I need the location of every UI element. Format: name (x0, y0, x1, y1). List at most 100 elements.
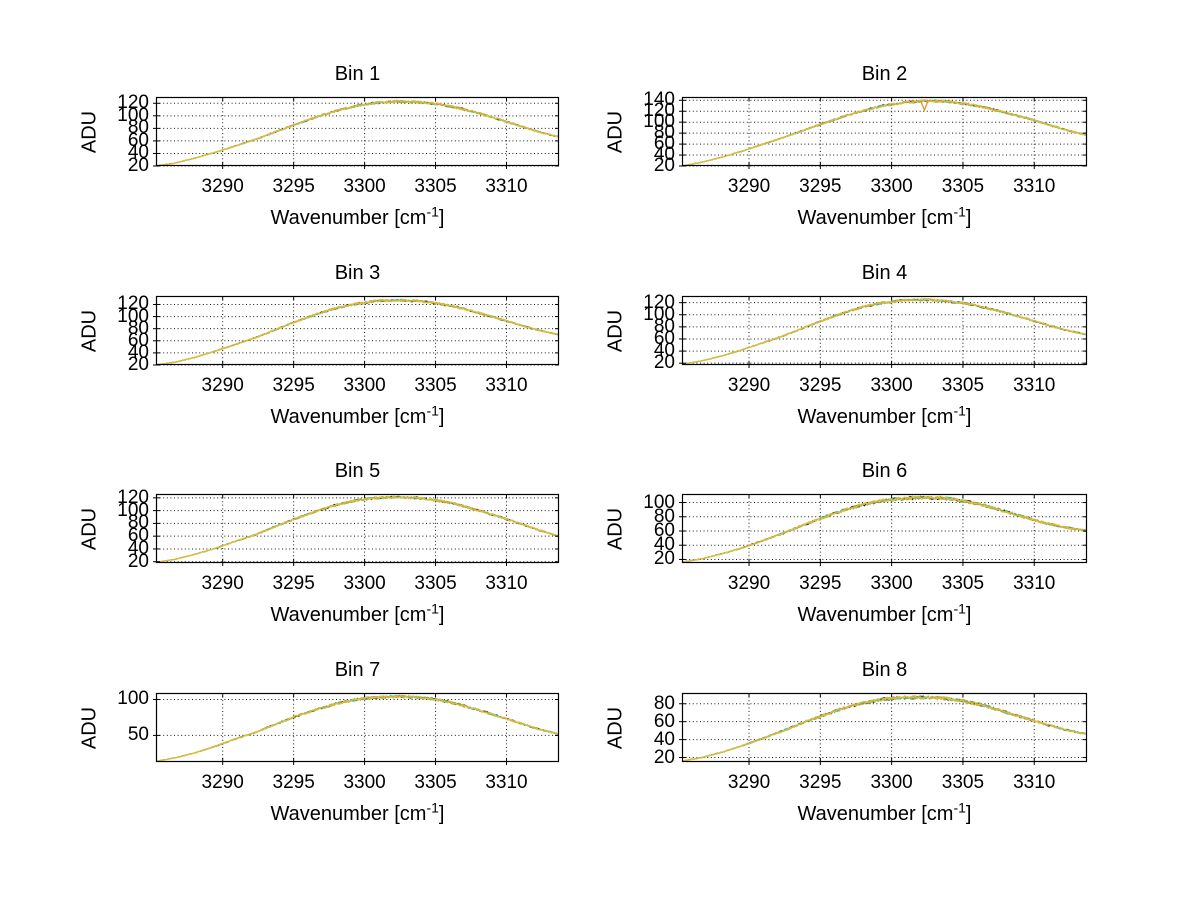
spectrum-curves (682, 495, 1087, 564)
x-axis-label-text: ] (438, 406, 445, 428)
x-tick-label: 3290 (201, 772, 244, 793)
spectrum-curves (156, 694, 559, 762)
y-tick-label: 100 (643, 491, 675, 513)
grid-lines (156, 693, 559, 762)
x-tick-label: 3310 (1013, 176, 1056, 197)
x-tick-label: 3305 (414, 573, 457, 594)
y-tick-label: 100 (117, 104, 149, 126)
y-tick-label: 60 (127, 129, 149, 151)
spectrum-curves (682, 298, 1087, 365)
x-axis-label-text: Wavenumber [cm (270, 604, 427, 626)
y-tick-label: 60 (127, 525, 149, 547)
x-tick-label: 3295 (799, 772, 842, 793)
x-axis-label-text: Wavenumber [cm (270, 406, 427, 428)
x-tick-label: 3305 (941, 772, 985, 793)
plot-area (679, 96, 1088, 169)
grid-lines (156, 296, 559, 366)
x-tick-label: 3305 (414, 375, 457, 396)
x-axis-label: Wavenumber [cm-1] (156, 601, 559, 627)
x-axis-label-superscript: -1 (426, 799, 439, 816)
x-tick-label: 3305 (414, 772, 457, 793)
x-tick-label: 3305 (941, 176, 985, 197)
x-axis-label-text: Wavenumber [cm (797, 207, 954, 229)
grid-lines (682, 494, 1087, 563)
subplot-bin-6: Bin 6 ADU 20 40 60 80 100 3290 3295 3300 3305 3310 W… (605, 460, 1088, 626)
x-tick-label: 3290 (201, 573, 244, 594)
x-axis-label: Wavenumber [cm-1] (156, 799, 559, 826)
y-tick-label: 120 (117, 486, 149, 508)
grid-lines (156, 494, 559, 563)
plot-area (679, 493, 1088, 566)
y-tick-label: 20 (127, 354, 149, 375)
axis-tick-marks (679, 97, 1087, 169)
x-tick-label: 3290 (201, 176, 244, 197)
plot-title: Bin 3 (334, 262, 381, 284)
y-tick-label: 100 (117, 305, 149, 327)
x-axis-label-text: Wavenumber [cm (797, 803, 954, 825)
x-axis-label-superscript: -1 (953, 799, 966, 816)
y-tick-label: 20 (127, 155, 149, 176)
y-tick-label: 80 (653, 505, 675, 527)
y-tick-label: 60 (653, 133, 675, 155)
x-tick-label: 3310 (485, 772, 528, 793)
axis-tick-marks (679, 693, 1087, 765)
x-tick-label: 3310 (485, 375, 528, 396)
y-tick-label: 40 (127, 341, 149, 363)
y-tick-label: 80 (653, 315, 675, 337)
x-tick-label: 3295 (799, 375, 842, 396)
x-axis-label-text: Wavenumber [cm (797, 406, 954, 428)
x-axis-label-text: ] (965, 406, 972, 428)
x-tick-label: 3300 (343, 375, 386, 396)
x-tick-label: 3310 (485, 176, 528, 197)
x-tick-label: 3290 (727, 176, 771, 197)
y-tick-label: 20 (127, 550, 149, 572)
y-tick-label: 20 (653, 746, 675, 768)
y-tick-label: 60 (127, 329, 149, 351)
y-tick-label: 60 (653, 519, 675, 541)
axis-tick-marks (153, 296, 559, 368)
y-tick-label: 120 (117, 293, 149, 315)
x-axis-label-text: ] (965, 207, 972, 229)
subplot-bin-4: Bin 4 ADU 20 40 60 80 100 120 3290 3295 3300 3305 33… (605, 262, 1088, 428)
x-tick-label: 3300 (343, 176, 386, 197)
x-tick-label: 3300 (343, 772, 386, 793)
plot-title: Bin 4 (861, 262, 908, 284)
y-tick-label: 100 (117, 688, 149, 710)
subplot-bin-7: Bin 7 ADU 50 100 3290 3295 3300 3305 3310 Wavenum… (79, 659, 560, 825)
x-axis-label-text: Wavenumber [cm (270, 803, 427, 825)
x-axis-label: Wavenumber [cm-1] (682, 204, 1087, 230)
x-tick-label: 3290 (727, 375, 771, 396)
plot-title: Bin 2 (861, 63, 908, 85)
subplot-bin-2: Bin 2 ADU 20 40 60 80 100 120 140 3290 3295 3300 330… (605, 63, 1088, 229)
x-axis-label-text: Wavenumber [cm (270, 207, 427, 229)
plot-title: Bin 6 (861, 460, 908, 482)
x-axis-label-superscript: -1 (953, 402, 966, 419)
spectrum-curves (156, 99, 559, 167)
plot-area (153, 295, 560, 368)
x-axis-label-superscript: -1 (426, 203, 439, 220)
plot-area (679, 295, 1088, 368)
x-tick-label: 3305 (414, 176, 457, 197)
x-axis-label-superscript: -1 (426, 402, 439, 419)
y-tick-label: 120 (643, 291, 675, 313)
grid-lines (156, 97, 559, 167)
x-tick-label: 3295 (272, 573, 315, 594)
x-axis-label-text: ] (438, 207, 445, 229)
x-tick-label: 3295 (799, 573, 842, 594)
y-tick-label: 40 (127, 537, 149, 559)
y-tick-label: 20 (653, 352, 675, 374)
x-tick-label: 3300 (343, 573, 386, 594)
plot-title: Bin 7 (334, 659, 381, 681)
x-tick-label: 3310 (1013, 772, 1056, 793)
x-tick-label: 3295 (799, 176, 842, 197)
x-tick-label: 3295 (272, 375, 315, 396)
x-tick-label: 3290 (727, 573, 771, 594)
x-axis-label-superscript: -1 (953, 600, 966, 617)
x-tick-label: 3300 (870, 176, 913, 197)
spectrum-curves (156, 298, 559, 366)
x-tick-label: 3300 (870, 375, 913, 396)
x-tick-label: 3305 (941, 375, 985, 396)
y-tick-label: 80 (653, 122, 675, 144)
x-tick-label: 3310 (1013, 573, 1056, 594)
spectrum-curves (682, 695, 1087, 762)
